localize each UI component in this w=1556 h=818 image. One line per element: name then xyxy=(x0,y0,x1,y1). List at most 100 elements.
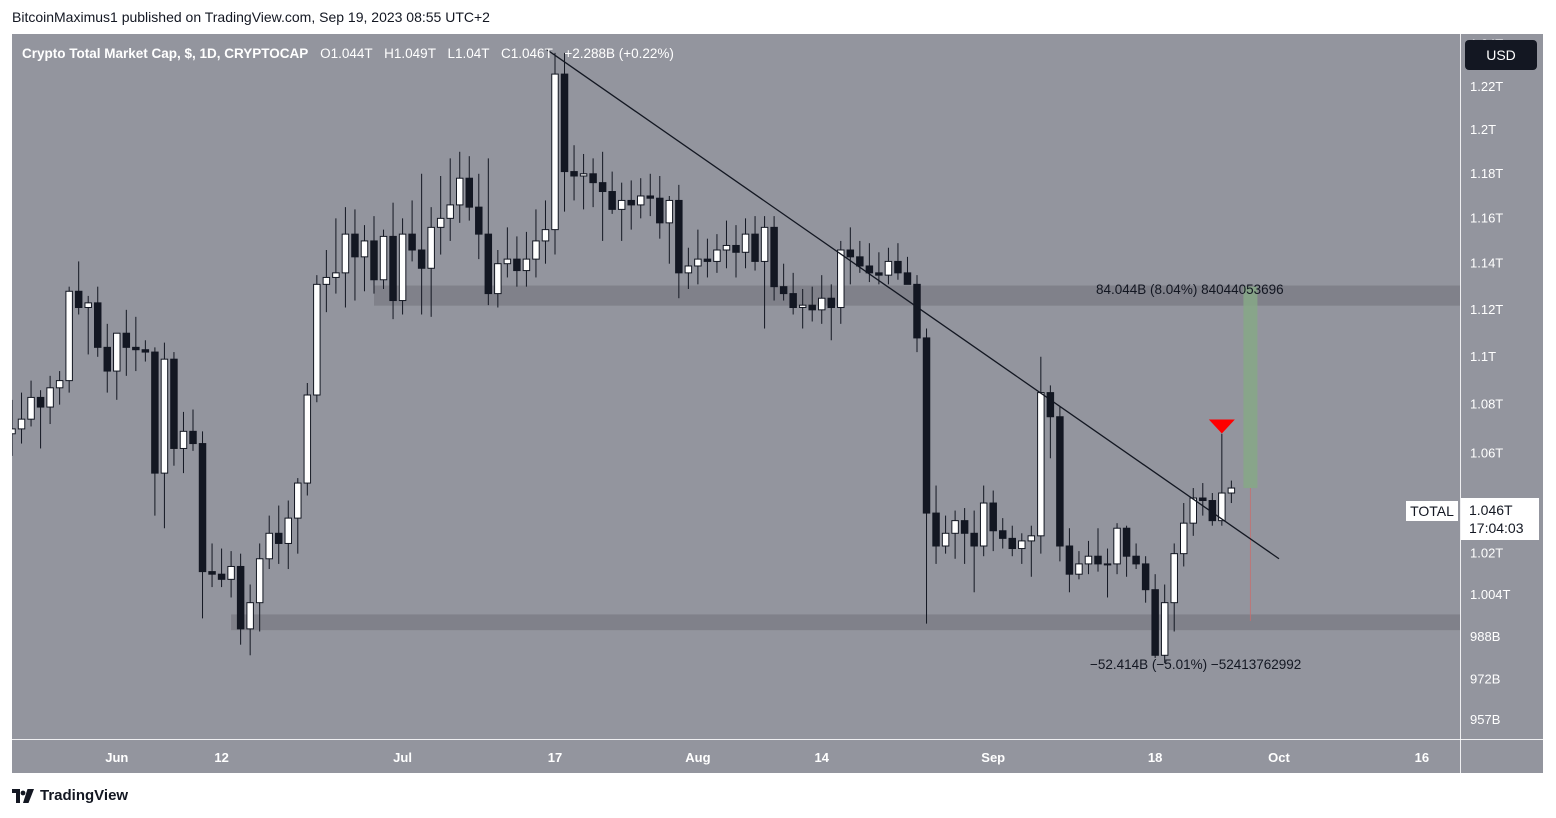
candle xyxy=(998,518,1007,549)
x-tick-label: 16 xyxy=(1415,750,1429,765)
candle xyxy=(1141,556,1150,603)
candle xyxy=(560,52,569,212)
y-tick-label: 1.2T xyxy=(1470,122,1496,137)
last-price: 1.046T xyxy=(1469,502,1513,518)
candle-body xyxy=(646,195,655,199)
candles-layer xyxy=(12,52,1236,664)
candle xyxy=(979,485,988,557)
candle xyxy=(513,236,521,287)
high-value: 1.049T xyxy=(393,46,436,61)
candle xyxy=(1065,528,1074,593)
candle xyxy=(989,490,997,552)
candle xyxy=(770,216,778,301)
candle-body xyxy=(608,191,616,210)
candle-body xyxy=(370,240,378,281)
descending-trendline[interactable] xyxy=(545,48,1280,560)
candle xyxy=(1084,540,1093,575)
chart-area[interactable]: 1.24T1.22T1.2T1.18T1.16T1.14T1.12T1.1T1.… xyxy=(12,34,1543,773)
publisher-header: BitcoinMaximus1 published on TradingView… xyxy=(12,9,490,25)
candle xyxy=(322,250,331,313)
candle xyxy=(941,515,950,554)
candle xyxy=(455,151,464,223)
candle xyxy=(36,390,45,449)
candle-body xyxy=(436,217,445,228)
candle xyxy=(151,347,159,516)
candle xyxy=(846,227,855,285)
y-axis: 1.24T1.22T1.2T1.18T1.16T1.14T1.12T1.1T1.… xyxy=(1470,36,1511,726)
y-tick-label: 1.22T xyxy=(1470,79,1503,94)
candle-body xyxy=(151,351,159,474)
measure-layer xyxy=(1243,286,1258,621)
candle-body xyxy=(656,197,664,224)
y-tick-label: 1.14T xyxy=(1470,256,1503,271)
candle xyxy=(436,175,445,255)
footer-branding[interactable]: TradingView xyxy=(12,787,128,804)
candle-body xyxy=(694,258,702,267)
currency-button[interactable]: USD xyxy=(1465,40,1537,70)
candle xyxy=(12,399,16,456)
candle xyxy=(46,375,54,425)
measure-down-label: −52.414B (−5.01%) −52413762992 xyxy=(1090,657,1301,672)
candle-body xyxy=(93,302,102,348)
candle xyxy=(189,409,197,451)
candlestick-chart[interactable]: 1.24T1.22T1.2T1.18T1.16T1.14T1.12T1.1T1.… xyxy=(12,34,1543,773)
candle xyxy=(475,173,483,260)
candle-body xyxy=(913,283,921,339)
candle xyxy=(494,250,502,308)
candle xyxy=(294,478,302,554)
candle xyxy=(627,180,635,230)
candle xyxy=(284,500,293,570)
candle xyxy=(1103,548,1112,598)
candle-body xyxy=(1103,563,1112,566)
candle xyxy=(246,584,254,656)
candle xyxy=(913,275,921,353)
last-price-label: 1.046T 17:04:03 xyxy=(1461,498,1539,540)
candle xyxy=(932,485,940,564)
candle-body xyxy=(189,430,197,445)
candle xyxy=(1056,407,1064,562)
low-value: 1.04T xyxy=(454,46,490,61)
y-tick-label: 972B xyxy=(1470,671,1500,686)
candle-body xyxy=(160,358,169,474)
candle-body xyxy=(1151,589,1159,656)
candle-body xyxy=(741,233,750,253)
y-tick-label: 1.1T xyxy=(1470,349,1496,364)
candle xyxy=(1208,493,1217,526)
candle-body xyxy=(551,73,559,231)
candle xyxy=(703,238,712,278)
candle-body xyxy=(808,304,816,311)
candle-body xyxy=(541,229,550,242)
candle xyxy=(1170,543,1178,632)
candle xyxy=(170,352,178,466)
candle xyxy=(1075,551,1083,580)
y-tick-label: 1.08T xyxy=(1470,397,1503,412)
candle-body xyxy=(84,302,92,309)
candle xyxy=(675,184,683,299)
candle-body xyxy=(627,199,635,206)
candle-body xyxy=(313,283,321,396)
candle-body xyxy=(179,430,188,449)
candle-body xyxy=(598,182,607,193)
candle xyxy=(417,173,426,315)
open-value: 1.044T xyxy=(330,46,373,61)
candle-body xyxy=(1056,416,1064,547)
candle xyxy=(1008,525,1017,557)
candle xyxy=(751,216,759,271)
symbol-legend[interactable]: Crypto Total Market Cap, $, 1D, CRYPTOCA… xyxy=(22,46,674,61)
candle xyxy=(875,252,883,285)
candle-body xyxy=(284,517,293,544)
candle-body xyxy=(170,358,178,449)
candle xyxy=(389,202,397,320)
candle-body xyxy=(74,290,83,309)
candle-body xyxy=(837,249,845,309)
candle-body xyxy=(446,204,454,219)
candle-body xyxy=(122,332,131,348)
candle xyxy=(894,243,902,280)
high-label: H xyxy=(384,46,394,61)
candle xyxy=(65,286,73,393)
x-tick-label: 18 xyxy=(1148,750,1162,765)
candle xyxy=(465,156,474,221)
candle xyxy=(351,209,359,301)
candle-body xyxy=(617,199,626,210)
candle xyxy=(1037,356,1045,554)
